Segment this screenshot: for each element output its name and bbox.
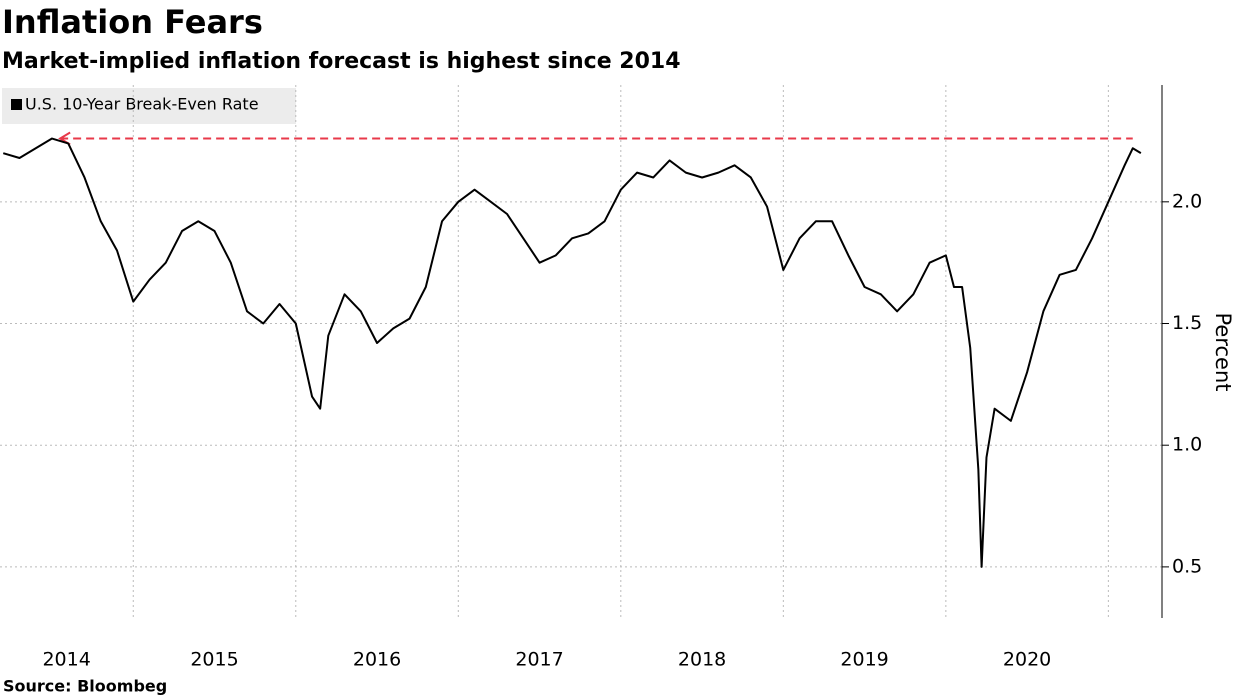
- line: [2, 137, 1142, 568]
- y-tick-label: 1.5: [1172, 312, 1202, 334]
- chart-subtitle: Market-implied inflation forecast is hig…: [2, 49, 681, 74]
- y-tick-label: 2.0: [1172, 190, 1202, 212]
- legend-box: [2, 88, 296, 124]
- legend-swatch: [11, 99, 22, 110]
- source: Source: Bloombeg: [3, 677, 167, 696]
- x-tick-label: 2018: [678, 649, 726, 671]
- chart-title: Inflation Fears: [2, 3, 263, 41]
- x-tick-label: 2015: [190, 649, 238, 671]
- legend-label: U.S. 10-Year Break-Even Rate: [25, 95, 259, 114]
- x-tick-label: 2019: [840, 649, 888, 671]
- x-tick-label: 2020: [1003, 649, 1051, 671]
- x-tick-label: 2016: [353, 649, 401, 671]
- x-tick-label: 2014: [42, 649, 90, 671]
- x-tick-label: 2017: [515, 649, 563, 671]
- y-tick-label: 0.5: [1172, 555, 1202, 577]
- y-axis-label: Percent: [1211, 312, 1235, 391]
- y-tick-label: 1.0: [1172, 434, 1202, 456]
